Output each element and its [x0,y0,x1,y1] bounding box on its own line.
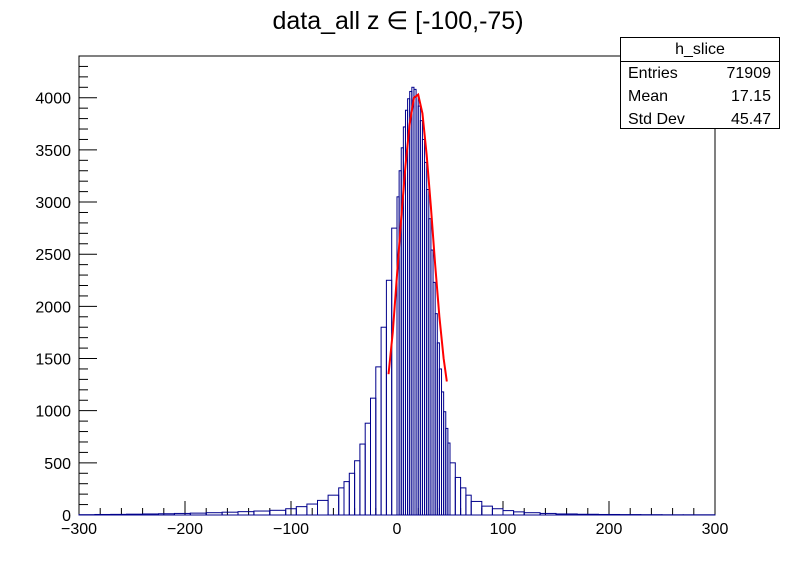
histogram-bin [110,513,128,516]
x-tick-label: 200 [596,521,623,538]
histogram-bin [343,481,350,516]
x-tick-label: 0 [393,521,402,538]
y-tick-label: 2500 [35,247,71,264]
y-tick-label: 4000 [35,91,71,108]
y-tick-label: 0 [62,508,71,525]
histogram-bin [491,508,504,516]
histogram-bin [359,443,366,516]
y-tick-label: 1000 [35,404,71,421]
x-tick-label: 100 [490,521,517,538]
histogram-bin [465,494,472,516]
histogram-bin [126,513,144,516]
histogram-bin [94,513,112,516]
histogram-bin [576,513,599,516]
histogram-bin [380,326,387,516]
histogram-bin [513,511,525,516]
histogram-bin [502,510,515,516]
histogram-bin [385,279,393,516]
stats-histogram-name: h_slice [621,38,779,62]
tick-labels: −300 −200 −100 0 100 200 300050010001500200025… [35,91,728,538]
y-tick-label: 3500 [35,143,71,160]
x-tick-label: −200 [167,521,203,538]
histogram-bin [158,513,175,516]
x-tick-label: −100 [273,521,309,538]
stats-row-std-dev: Std Dev 45.47 [621,108,779,131]
histogram-bin [523,512,541,516]
histogram-bin [189,512,207,516]
stats-row-mean: Mean 17.15 [621,85,779,108]
histogram-bin [205,512,223,516]
histogram-bin [221,511,239,516]
histogram-bin [253,510,271,516]
x-tick-label: 300 [702,521,729,538]
y-tick-label: 1500 [35,352,71,369]
stats-label: Mean [628,88,669,105]
chart-title: data_all z ∈ [-100,-75) [272,7,524,35]
stats-value: 17.15 [730,88,771,105]
histogram-bin [348,472,356,516]
histogram-bin [173,512,191,516]
fit-curve-group [387,92,448,382]
stats-label: Entries [628,65,678,82]
stats-row-entries: Entries 71909 [621,62,779,85]
histogram-bin [460,487,467,516]
histogram-bin [269,509,287,516]
stats-value: 71909 [726,65,772,82]
x-tick-label: −300 [61,521,97,538]
histogram-bin [375,366,382,516]
stats-value: 45.47 [730,111,771,128]
histogram-bin [142,513,160,516]
histogram-bin [449,462,456,516]
y-tick-label: 3000 [35,195,71,212]
histogram-bin [481,505,493,516]
y-tick-label: 500 [44,456,71,473]
histogram-bin [470,500,483,516]
histogram-bin [597,513,621,516]
histogram-bin [295,506,308,516]
histogram-bin [237,511,255,516]
stats-box: h_slice Entries 71909 Mean 17.15 Std Dev… [620,37,780,129]
histogram-bars [78,86,716,516]
stats-label: Std Dev [628,111,685,128]
y-tick-label: 2000 [35,299,71,316]
histogram-bin [539,512,557,516]
fit-curve [387,92,448,382]
histogram-bin [317,499,329,516]
histogram-bin [354,460,361,516]
histogram-bin [370,397,377,516]
histogram-bin [364,422,372,516]
histogram-bin [391,227,398,516]
histogram-bin [454,476,462,516]
histogram-bin [338,487,345,516]
